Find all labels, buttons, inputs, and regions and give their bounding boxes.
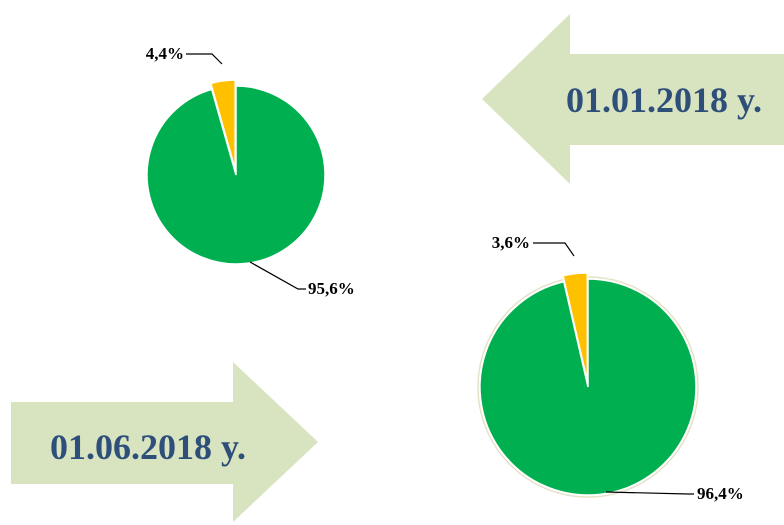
pie-chart-2018-06: [477, 272, 699, 498]
data-label-minor-1: 4,4%: [146, 44, 184, 63]
pie-chart-2018-01: [146, 79, 326, 265]
leader-line-minor-2: [533, 242, 575, 257]
pie-slice-minor: [209, 79, 236, 170]
arrow-right-label: 01.06.2018 y.: [50, 427, 246, 467]
leader-line-minor-1: [186, 53, 223, 65]
arrow-right-shape: [11, 362, 318, 522]
data-label-major-2: 96,4%: [697, 484, 744, 503]
data-label-minor-2: 3,6%: [492, 233, 530, 252]
pie-slice-major: [479, 278, 697, 496]
data-label-major-1: 95,6%: [308, 279, 355, 298]
pie-slice-major: [146, 85, 326, 265]
arrow-left-shape: [482, 14, 784, 184]
leader-line-major-1: [249, 261, 306, 290]
leader-line-major-2: [605, 491, 694, 495]
pie-slice-minor: [562, 272, 589, 382]
arrow-left-label: 01.01.2018 y.: [566, 80, 762, 120]
